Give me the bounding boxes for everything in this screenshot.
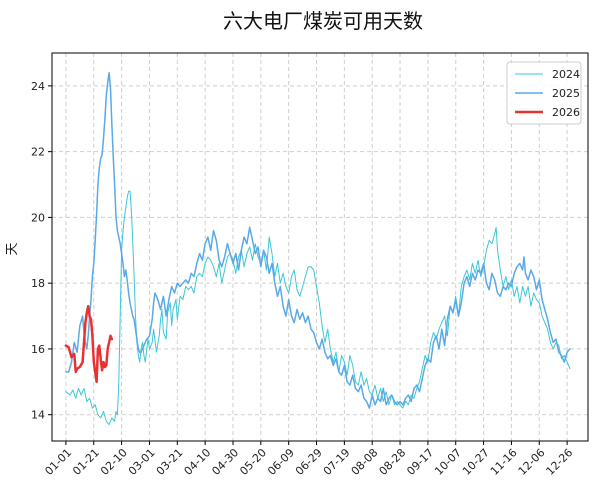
x-tick-label: 10-27 [460,446,492,478]
y-tick-label: 24 [31,80,45,93]
x-tick-label: 03-01 [126,446,158,478]
x-tick-label: 04-30 [209,446,241,478]
y-tick-label: 20 [31,211,45,224]
series-line-2025 [65,71,571,409]
x-tick-label: 06-29 [293,446,325,478]
y-tick-label: 18 [31,277,45,290]
legend-label: 2024 [552,68,580,81]
x-tick-label: 12-06 [516,446,548,478]
chart-title: 六大电厂煤炭可用天数 [223,9,423,33]
legend-box [506,61,582,125]
x-tick-label: 01-01 [42,446,74,478]
x-tick-label: 08-08 [349,446,381,478]
series-line-2026 [64,304,114,384]
x-tick-label: 06-09 [265,446,297,478]
x-axis: 01-0101-2102-1003-0103-2104-1004-3005-20… [42,441,575,478]
plot-frame [51,52,589,442]
x-tick-label: 08-28 [376,446,408,478]
x-tick-label: 07-19 [321,446,353,478]
x-tick-label: 01-21 [70,446,102,478]
series-line-2024 [65,190,571,426]
series-layer [64,71,571,426]
x-tick-label: 03-21 [154,446,186,478]
x-tick-label: 10-07 [432,446,464,478]
x-tick-label: 05-20 [237,446,269,478]
legend-label: 2026 [552,106,580,119]
x-tick-label: 11-16 [488,446,520,478]
x-tick-label: 04-10 [182,446,214,478]
y-axis: 14 16 18 20 22 24 [31,80,52,422]
y-tick-label: 14 [31,409,45,422]
x-tick-label: 02-10 [98,446,130,478]
legend: 2024 2025 2026 [506,61,582,125]
x-tick-label: 12-26 [544,446,576,478]
y-tick-label: 16 [31,343,45,356]
y-axis-label: 天 [5,242,20,255]
legend-label: 2025 [552,87,580,100]
y-tick-label: 22 [31,146,45,159]
x-tick-label: 09-17 [404,446,436,478]
